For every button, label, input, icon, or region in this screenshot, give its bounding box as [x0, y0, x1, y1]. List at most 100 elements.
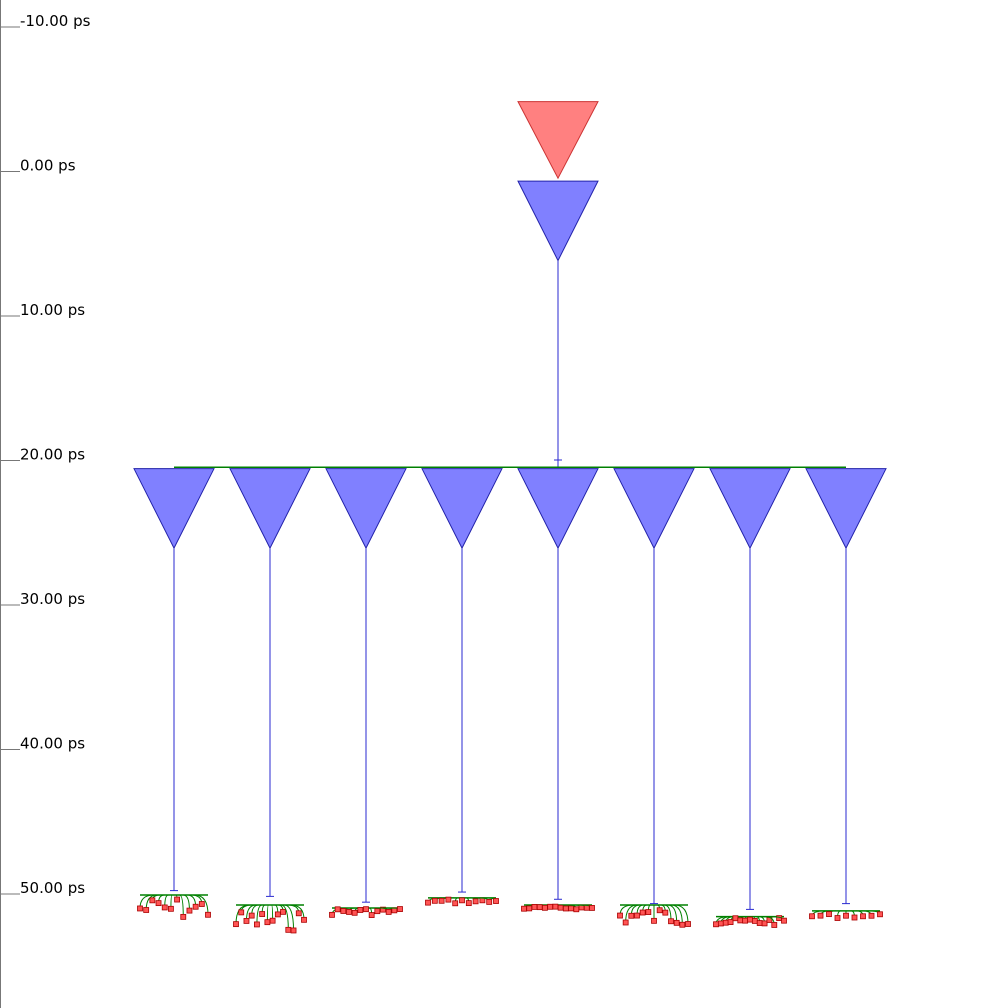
- sink-pin: [295, 910, 302, 917]
- sink-pin: [248, 912, 255, 919]
- sink-wire: [194, 894, 209, 915]
- sink-pin: [781, 917, 787, 924]
- leaf-buffer: [709, 468, 791, 550]
- axis-tick-label: 50.00 ps: [20, 879, 85, 897]
- sink-pin: [351, 909, 358, 916]
- sink-pin: [368, 912, 375, 918]
- sink-pin: [334, 906, 341, 913]
- sink-pin: [834, 915, 841, 921]
- root-buffer: [517, 180, 599, 262]
- sink-pin: [329, 911, 335, 918]
- sink-pin: [192, 903, 199, 910]
- sink-pin: [573, 906, 580, 913]
- sink-pin: [868, 912, 875, 919]
- sink-pin: [290, 927, 297, 934]
- sink-pin: [761, 920, 768, 927]
- sink-pin: [617, 912, 623, 919]
- sink-pin: [363, 906, 369, 913]
- sink-pin: [877, 911, 883, 918]
- sink-pin: [552, 903, 559, 910]
- sink-pin: [493, 898, 499, 904]
- sink-pin: [634, 912, 640, 919]
- sink-pin: [425, 899, 431, 906]
- sink-pin: [628, 912, 635, 919]
- sink-pin: [685, 921, 691, 927]
- sink-pin: [445, 896, 452, 903]
- sink-pin: [536, 904, 543, 911]
- sink-pin: [843, 912, 849, 919]
- sink-pin: [531, 903, 538, 910]
- leaf-buffer: [229, 468, 311, 550]
- sink-pin: [465, 900, 472, 907]
- sink-pin: [301, 916, 307, 923]
- sink-pin: [180, 913, 187, 920]
- leaf-buffer: [421, 468, 503, 550]
- sink-pin: [727, 919, 734, 925]
- sink-wire: [674, 904, 689, 925]
- sink-pin: [269, 917, 276, 924]
- sink-pin: [174, 896, 180, 903]
- sink-pin: [568, 905, 574, 912]
- time-axis: -10.00 ps 0.00 ps 10.00 ps 20.00 ps 30.00 ps…: [0, 0, 91, 1008]
- sink-pin: [826, 911, 832, 918]
- axis-tick-label: 20.00 ps: [20, 446, 85, 464]
- sink-pin: [557, 904, 564, 911]
- sink-pin: [737, 917, 744, 924]
- sink-wire: [179, 894, 184, 917]
- sink-pin: [809, 913, 815, 920]
- clock-tree: [133, 101, 887, 934]
- axis-tick-label: 30.00 ps: [20, 590, 85, 608]
- sink-pin: [280, 908, 286, 915]
- sink-pin: [285, 926, 292, 933]
- sink-pin: [717, 920, 724, 927]
- leaf-buffer: [517, 468, 599, 550]
- sink-pin: [431, 897, 438, 904]
- sink-wire: [670, 904, 683, 925]
- sink-pin: [756, 920, 763, 926]
- sink-pin: [385, 909, 392, 915]
- sink-pin: [742, 917, 749, 924]
- sink-wire: [256, 904, 263, 925]
- sink-pin: [346, 909, 352, 915]
- sink-pin: [860, 913, 866, 920]
- sink-pin: [452, 900, 459, 907]
- sink-pin: [137, 905, 143, 912]
- axis-tick-label: 10.00 ps: [20, 301, 85, 319]
- sink-pin: [651, 917, 657, 924]
- sink-pin: [205, 911, 211, 918]
- source-buffer: [517, 101, 599, 180]
- sink-pin: [155, 900, 162, 907]
- sink-pin: [589, 905, 595, 911]
- sink-pin: [521, 905, 527, 912]
- sink-pin: [713, 921, 719, 928]
- sink-pin: [380, 906, 386, 913]
- sink-pin: [186, 907, 193, 914]
- leaf-buffer: [613, 468, 695, 550]
- sink-pin: [547, 903, 554, 910]
- leaf-buffer: [325, 468, 407, 550]
- sink-pin: [459, 897, 465, 904]
- sink-wire: [280, 904, 289, 930]
- sink-pin: [243, 918, 250, 924]
- sink-pin: [340, 908, 347, 914]
- sink-pin: [143, 907, 150, 913]
- sink-pin: [259, 911, 266, 917]
- leaf-buffer: [133, 468, 215, 550]
- sink-pin: [662, 909, 669, 916]
- sink-pin: [622, 919, 629, 926]
- sink-pin: [472, 898, 479, 905]
- sink-pin: [732, 915, 739, 922]
- sink-pin: [233, 921, 239, 928]
- sink-pin: [668, 918, 674, 925]
- sink-wire: [284, 904, 295, 931]
- sink-pin: [722, 919, 729, 926]
- axis-tick-label: 0.00 ps: [20, 157, 76, 175]
- sink-pin: [264, 919, 271, 926]
- sink-pin: [374, 908, 381, 915]
- sink-pin: [198, 901, 205, 907]
- sink-pin: [438, 897, 445, 904]
- sink-pin: [673, 919, 680, 926]
- sink-pin: [149, 897, 156, 904]
- sink-pin: [645, 909, 652, 915]
